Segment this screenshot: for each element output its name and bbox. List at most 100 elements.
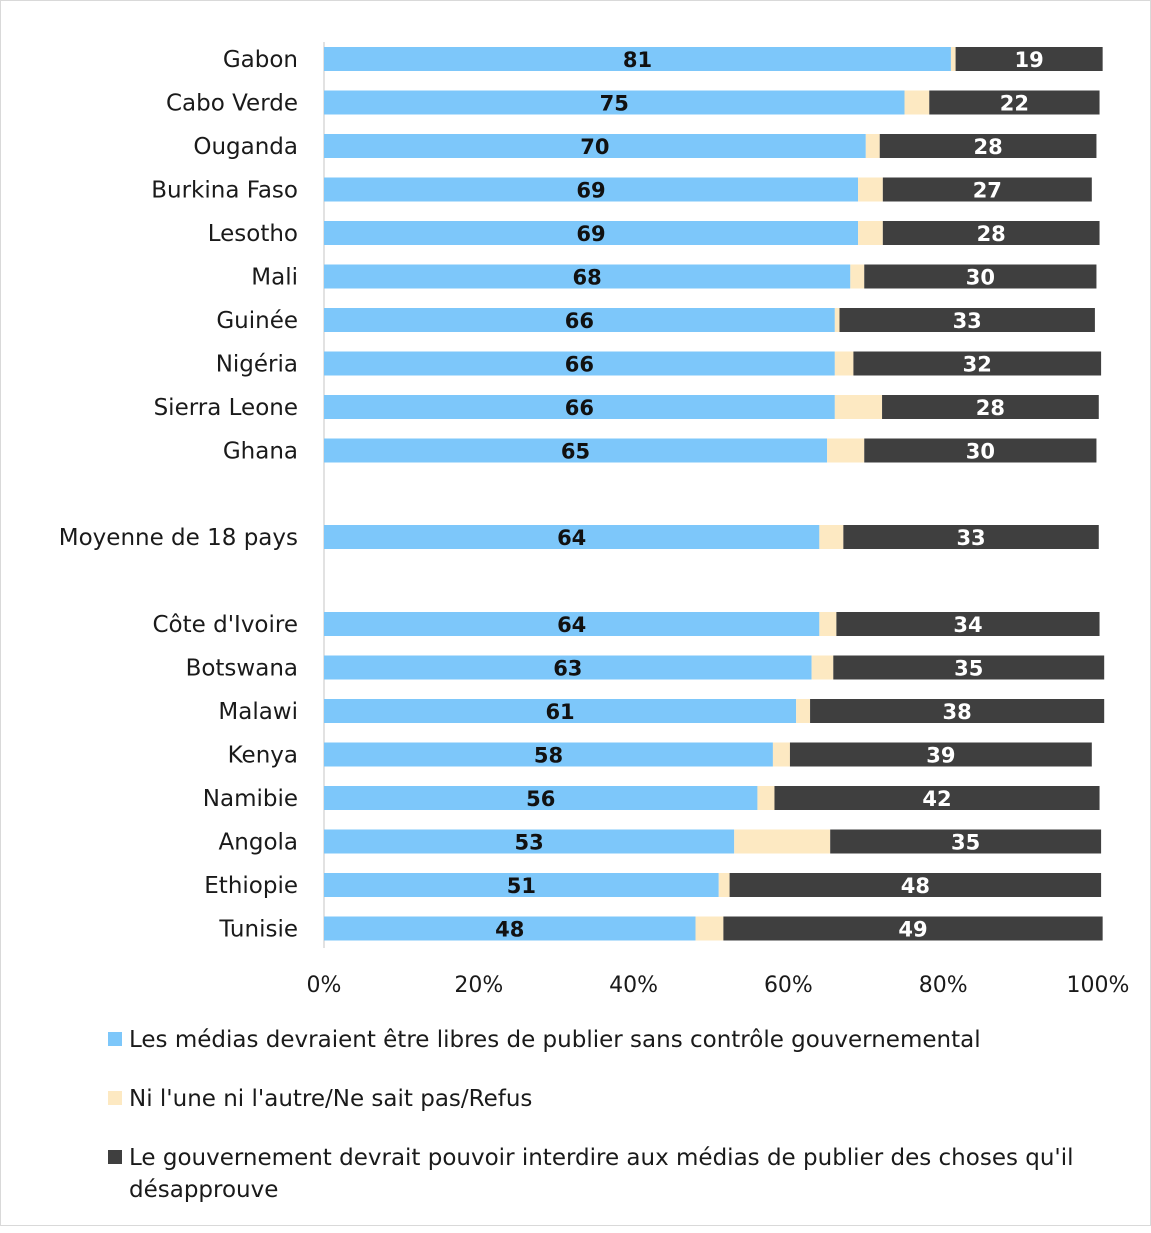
bar-government-ban-ouganda (879, 134, 1097, 158)
bar-government-ban-lesotho (882, 221, 1100, 245)
value-label-government-ban-mali: 30 (966, 266, 995, 290)
bar-government-ban-namibie (774, 786, 1100, 810)
category-label-angola: Angola (219, 830, 298, 856)
bar-free-media-moyenne-de-18-pays (324, 525, 820, 549)
value-label-free-media-sierra-leone: 66 (565, 396, 594, 420)
bar-government-ban-guinee (839, 308, 1095, 332)
value-label-government-ban-cabo-verde: 22 (1000, 92, 1029, 116)
value-label-free-media-cote-d-ivoire: 64 (557, 613, 586, 637)
bar-neither-malawi (796, 699, 811, 723)
bar-free-media-cote-d-ivoire (324, 612, 820, 636)
x-tick-label-100: 100% (1067, 973, 1130, 998)
value-label-free-media-tunisie: 48 (495, 918, 524, 942)
x-tick-label-40: 40% (609, 973, 658, 998)
bar-neither-cabo-verde (904, 90, 930, 115)
legend-swatch-government-ban (108, 1150, 122, 1164)
category-label-ghana: Ghana (223, 439, 298, 465)
x-tick-label-80: 80% (919, 973, 968, 998)
value-label-free-media-namibie: 56 (526, 787, 555, 811)
legend-label-free-media: Les médias devraient être libres de publ… (129, 1027, 981, 1053)
category-label-kenya: Kenya (228, 743, 298, 769)
value-label-free-media-ouganda: 70 (580, 135, 609, 159)
value-label-government-ban-sierra-leone: 28 (976, 396, 1005, 420)
category-label-moyenne-de-18-pays: Moyenne de 18 pays (59, 525, 298, 551)
legend-item-government-ban: Le gouvernement devrait pouvoir interdir… (108, 1142, 1108, 1206)
bar-neither-burkina-faso (858, 177, 883, 202)
bar-neither-kenya (772, 742, 790, 767)
legend-label-government-ban: Le gouvernement devrait pouvoir interdir… (129, 1145, 1074, 1203)
bar-free-media-guinee (324, 308, 835, 332)
value-label-government-ban-malawi: 38 (943, 700, 972, 724)
value-label-free-media-gabon: 81 (623, 48, 652, 72)
value-label-government-ban-ouganda: 28 (973, 135, 1002, 159)
bar-neither-tunisie (695, 916, 724, 941)
bar-neither-ouganda (865, 134, 880, 158)
bar-free-media-sierra-leone (324, 395, 835, 419)
value-label-free-media-mali: 68 (573, 266, 602, 290)
bar-government-ban-nigeria (853, 351, 1102, 376)
category-label-mali: Mali (251, 265, 298, 291)
bar-free-media-burkina-faso (324, 177, 859, 202)
bar-government-ban-sierra-leone (882, 395, 1099, 419)
bar-free-media-mali (324, 264, 851, 289)
value-label-government-ban-tunisie: 49 (898, 918, 927, 942)
category-label-sierra-leone: Sierra Leone (154, 395, 298, 421)
category-label-gabon: Gabon (223, 47, 298, 73)
value-label-free-media-malawi: 61 (545, 700, 574, 724)
bar-neither-moyenne-de-18-pays (819, 525, 844, 549)
legend-swatch-free-media (108, 1032, 122, 1046)
bar-neither-mali (850, 264, 865, 289)
value-label-free-media-guinee: 66 (565, 309, 594, 333)
bar-government-ban-burkina-faso (882, 177, 1092, 202)
bar-government-ban-moyenne-de-18-pays (843, 525, 1099, 549)
bar-neither-nigeria (834, 351, 854, 376)
category-label-lesotho: Lesotho (208, 221, 298, 247)
bar-free-media-ouganda (324, 134, 866, 158)
legend-swatch-neither (108, 1091, 122, 1105)
bar-free-media-ghana (324, 438, 828, 463)
bar-free-media-nigeria (324, 351, 835, 376)
bar-neither-cote-d-ivoire (819, 612, 837, 636)
value-label-free-media-lesotho: 69 (576, 222, 605, 246)
bar-neither-namibie (757, 786, 775, 810)
value-label-government-ban-burkina-faso: 27 (973, 179, 1002, 203)
bar-free-media-tunisie (324, 916, 696, 941)
value-label-government-ban-botswana: 35 (954, 657, 983, 681)
bar-government-ban-mali (864, 264, 1097, 289)
value-label-government-ban-gabon: 19 (1014, 48, 1043, 72)
legend-item-neither: Ni l'une ni l'autre/Ne sait pas/Refus (108, 1083, 1108, 1115)
bar-government-ban-botswana (833, 655, 1105, 680)
bar-government-ban-ghana (864, 438, 1097, 463)
category-label-ethiopie: Ethiopie (204, 873, 298, 899)
value-label-government-ban-ethiopie: 48 (901, 874, 930, 898)
category-label-namibie: Namibie (203, 786, 298, 812)
bar-government-ban-tunisie (723, 916, 1103, 941)
bar-neither-ghana (827, 438, 865, 463)
value-label-government-ban-namibie: 42 (922, 787, 951, 811)
stacked-bar-chart: Gabon 81 19 Cabo Verde 75 22 Ouganda 70 28 Burkin… (59, 42, 1130, 998)
category-label-ouganda: Ouganda (193, 134, 298, 160)
value-label-government-ban-kenya: 39 (926, 744, 955, 768)
bar-neither-lesotho (858, 221, 883, 245)
value-label-government-ban-lesotho: 28 (977, 222, 1006, 246)
bar-neither-botswana (811, 655, 834, 680)
legend-label-neither: Ni l'une ni l'autre/Ne sait pas/Refus (129, 1086, 533, 1112)
value-label-government-ban-guinee: 33 (953, 309, 982, 333)
value-label-free-media-angola: 53 (514, 831, 543, 855)
bar-neither-angola (734, 829, 831, 854)
value-label-free-media-kenya: 58 (534, 744, 563, 768)
x-tick-label-0: 0% (307, 973, 342, 998)
value-label-government-ban-angola: 35 (951, 831, 980, 855)
bar-neither-ethiopie (718, 873, 730, 897)
bar-free-media-lesotho (324, 221, 859, 245)
bar-free-media-gabon (324, 47, 951, 71)
value-label-government-ban-cote-d-ivoire: 34 (953, 613, 982, 637)
value-label-free-media-nigeria: 66 (565, 353, 594, 377)
bar-government-ban-kenya (789, 742, 1092, 767)
category-label-guinee: Guinée (216, 308, 298, 334)
bar-government-ban-cabo-verde (929, 90, 1100, 115)
bar-government-ban-cote-d-ivoire (836, 612, 1100, 636)
value-label-government-ban-nigeria: 32 (963, 353, 992, 377)
value-label-government-ban-moyenne-de-18-pays: 33 (956, 526, 985, 550)
category-label-botswana: Botswana (186, 656, 298, 682)
